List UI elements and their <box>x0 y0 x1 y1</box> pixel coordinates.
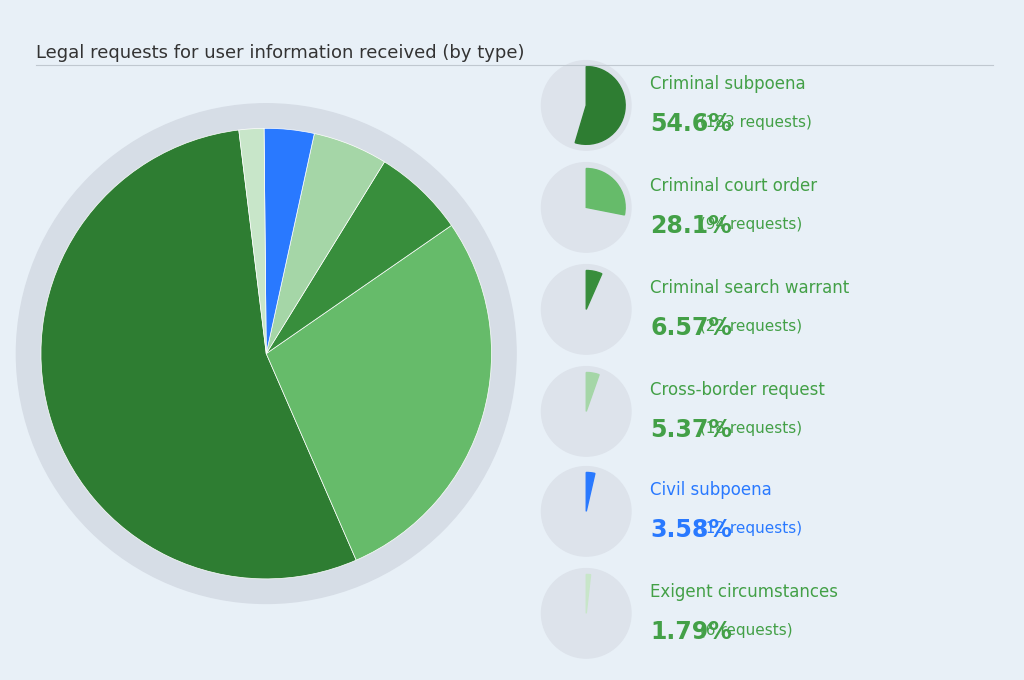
Wedge shape <box>586 473 595 511</box>
Text: (12 requests): (12 requests) <box>695 521 803 536</box>
Text: (94 requests): (94 requests) <box>695 217 803 232</box>
Circle shape <box>542 466 631 556</box>
Wedge shape <box>586 169 625 215</box>
Circle shape <box>16 104 516 603</box>
Circle shape <box>542 163 631 252</box>
Wedge shape <box>239 129 266 354</box>
Text: (6 requests): (6 requests) <box>695 623 793 638</box>
Text: Criminal search warrant: Criminal search warrant <box>650 279 850 296</box>
Text: Cross-border request: Cross-border request <box>650 381 825 398</box>
Text: 54.6%: 54.6% <box>650 112 732 137</box>
Text: Criminal court order: Criminal court order <box>650 177 817 194</box>
Circle shape <box>542 568 631 658</box>
Wedge shape <box>586 373 599 411</box>
Wedge shape <box>266 225 492 560</box>
Text: 6.57%: 6.57% <box>650 316 732 341</box>
Wedge shape <box>586 271 602 309</box>
Text: Criminal subpoena: Criminal subpoena <box>650 75 806 92</box>
Circle shape <box>542 61 631 150</box>
Text: (22 requests): (22 requests) <box>695 319 803 334</box>
Text: Legal requests for user information received (by type): Legal requests for user information rece… <box>36 44 524 62</box>
Wedge shape <box>41 130 356 579</box>
Circle shape <box>542 367 631 456</box>
Text: 5.37%: 5.37% <box>650 418 732 443</box>
Text: Civil subpoena: Civil subpoena <box>650 481 772 498</box>
Text: 1.79%: 1.79% <box>650 620 732 645</box>
Text: (183 requests): (183 requests) <box>695 115 812 130</box>
Wedge shape <box>266 162 452 354</box>
Circle shape <box>41 129 492 579</box>
Text: 28.1%: 28.1% <box>650 214 732 239</box>
Wedge shape <box>575 67 625 144</box>
Circle shape <box>542 265 631 354</box>
Text: Exigent circumstances: Exigent circumstances <box>650 583 839 600</box>
Wedge shape <box>586 575 591 613</box>
Text: 3.58%: 3.58% <box>650 518 732 543</box>
Text: (18 requests): (18 requests) <box>695 421 803 436</box>
Wedge shape <box>264 129 314 354</box>
Wedge shape <box>266 133 384 354</box>
